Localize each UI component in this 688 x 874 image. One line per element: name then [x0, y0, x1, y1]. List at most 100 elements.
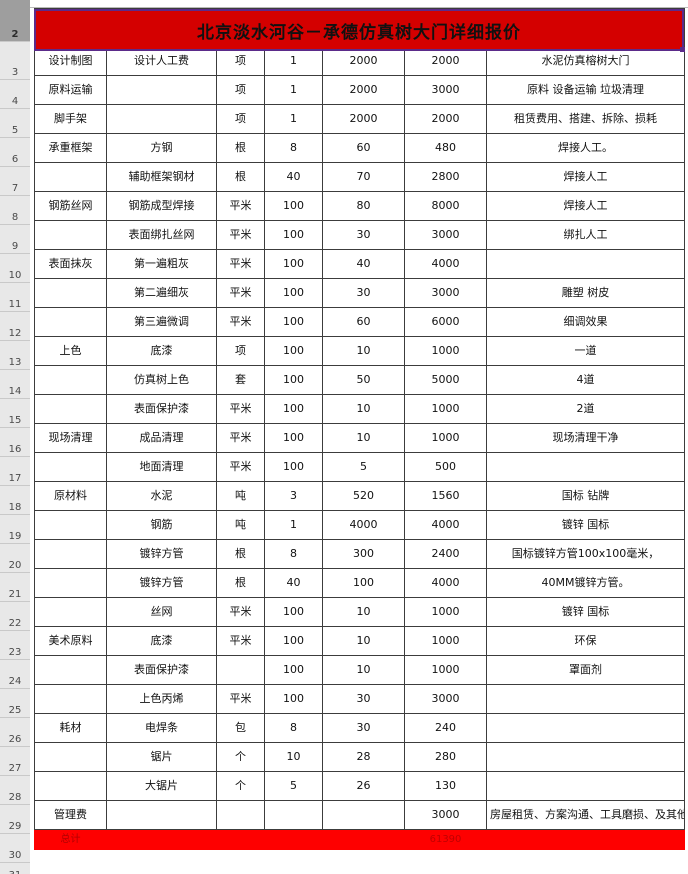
cell-unit[interactable]: 项: [216, 336, 265, 366]
table-row[interactable]: 原料运输 项 1 2000 3000 原料 设备运输 垃圾清理: [34, 75, 685, 105]
cell-total[interactable]: 1000: [404, 336, 487, 366]
table-row[interactable]: 钢筋丝网 钢筋成型焊接 平米 100 80 8000 焊接人工: [34, 191, 685, 221]
cell-name[interactable]: 第三遍微调: [106, 307, 217, 337]
cell-name[interactable]: 钢筋: [106, 510, 217, 540]
cell-remark[interactable]: [486, 452, 685, 482]
cell-total[interactable]: 2400: [404, 539, 487, 569]
row-header-31[interactable]: 31: [0, 863, 30, 874]
cell-remark[interactable]: 镀锌 国标: [486, 597, 685, 627]
cell-unit[interactable]: 平米: [216, 220, 265, 250]
cell-unit[interactable]: 根: [216, 162, 265, 192]
cell-qty[interactable]: 100: [264, 220, 323, 250]
cell-name[interactable]: 镀锌方管: [106, 539, 217, 569]
table-row[interactable]: 仿真树上色套 100 50 5000 4道: [34, 365, 685, 395]
cell-category[interactable]: [34, 510, 107, 540]
cell-name[interactable]: [106, 104, 217, 134]
cell-name[interactable]: 成品清理: [106, 423, 217, 453]
table-row[interactable]: 耗材 电焊条包 8 30 240: [34, 713, 685, 743]
cell-category[interactable]: 现场清理: [34, 423, 107, 453]
cell-category[interactable]: [34, 278, 107, 308]
cell-remark[interactable]: 环保: [486, 626, 685, 656]
cell-total[interactable]: 1000: [404, 626, 487, 656]
row-header-12[interactable]: 12: [0, 312, 30, 341]
cell-name[interactable]: 第二遍细灰: [106, 278, 217, 308]
row-header-22[interactable]: 22: [0, 602, 30, 631]
cell-qty[interactable]: 1: [264, 104, 323, 134]
cell-remark[interactable]: 细调效果: [486, 307, 685, 337]
row-header-8[interactable]: 8: [0, 196, 30, 225]
cell-name[interactable]: 丝网: [106, 597, 217, 627]
table-row[interactable]: 脚手架项 1 2000 2000 租赁费用、搭建、拆除、损耗: [34, 104, 685, 134]
table-row[interactable]: 承重框架 方钢根 8 60 480 焊接人工。: [34, 133, 685, 163]
cell-qty[interactable]: 100: [264, 336, 323, 366]
cell-price[interactable]: 300: [322, 539, 405, 569]
cell-unit[interactable]: 吨: [216, 481, 265, 511]
row-header-5[interactable]: 5: [0, 109, 30, 138]
cell-qty[interactable]: 100: [264, 365, 323, 395]
cell-unit[interactable]: 根: [216, 133, 265, 163]
table-row[interactable]: 丝网 平米 100 10 1000 镀锌 国标: [34, 597, 685, 627]
cell-qty[interactable]: [264, 800, 323, 830]
cell-category[interactable]: 原料运输: [34, 75, 107, 105]
table-row[interactable]: 地面清理 平米 100 5 500: [34, 452, 685, 482]
cell-price[interactable]: 50: [322, 365, 405, 395]
table-row[interactable]: 表面保护漆 平米 100 10 1000 2道: [34, 394, 685, 424]
cell-total[interactable]: 3000: [404, 220, 487, 250]
cell-name[interactable]: 底漆: [106, 336, 217, 366]
cell-unit[interactable]: 平米: [216, 626, 265, 656]
cell-category[interactable]: 上色: [34, 336, 107, 366]
cell-category[interactable]: [34, 597, 107, 627]
cell-qty[interactable]: 100: [264, 655, 323, 685]
row-header-23[interactable]: 23: [0, 631, 30, 660]
cell-qty[interactable]: 10: [264, 742, 323, 772]
cell-remark[interactable]: 国标 钻牌: [486, 481, 685, 511]
table-row[interactable]: 锯片个 10 28 280: [34, 742, 685, 772]
row-header-4[interactable]: 4: [0, 80, 30, 109]
cell-name[interactable]: 辅助框架钢材: [106, 162, 217, 192]
table-row[interactable]: 大锯片个 5 26 130: [34, 771, 685, 801]
cell-price[interactable]: 70: [322, 162, 405, 192]
cell-name[interactable]: [106, 75, 217, 105]
row-header-30[interactable]: 30: [0, 834, 30, 863]
cell-unit[interactable]: 吨: [216, 510, 265, 540]
cell-remark[interactable]: 水泥仿真榕树大门: [486, 46, 685, 76]
cell-total[interactable]: 280: [404, 742, 487, 772]
cell-total[interactable]: 2800: [404, 162, 487, 192]
cell-category[interactable]: [34, 539, 107, 569]
cell-remark[interactable]: [486, 249, 685, 279]
cell-unit[interactable]: 项: [216, 104, 265, 134]
cell-name[interactable]: 仿真树上色: [106, 365, 217, 395]
cell-name[interactable]: 设计人工费: [106, 46, 217, 76]
cell-total[interactable]: 1000: [404, 597, 487, 627]
cell-price[interactable]: 40: [322, 249, 405, 279]
row-header-20[interactable]: 20: [0, 544, 30, 573]
cell-price[interactable]: 520: [322, 481, 405, 511]
cell-name[interactable]: 镀锌方管: [106, 568, 217, 598]
cell-unit[interactable]: [216, 800, 265, 830]
cell-price[interactable]: 2000: [322, 104, 405, 134]
cell-name[interactable]: 锯片: [106, 742, 217, 772]
cell-remark[interactable]: 一道: [486, 336, 685, 366]
row-header-26[interactable]: 26: [0, 718, 30, 747]
cell-remark[interactable]: 焊接人工。: [486, 133, 685, 163]
cell-name[interactable]: 第一遍粗灰: [106, 249, 217, 279]
cell-price[interactable]: 100: [322, 568, 405, 598]
table-row[interactable]: 镀锌方管根 8 300 2400 国标镀锌方管100x100毫米，: [34, 539, 685, 569]
cell-total[interactable]: 130: [404, 771, 487, 801]
row-header-6[interactable]: 6: [0, 138, 30, 167]
table-row[interactable]: 设计制图 设计人工费项 1 2000 2000 水泥仿真榕树大门: [34, 46, 685, 76]
row-header-24[interactable]: 24: [0, 660, 30, 689]
cell-qty[interactable]: 100: [264, 307, 323, 337]
cell-unit[interactable]: 平米: [216, 307, 265, 337]
cell-price[interactable]: 60: [322, 133, 405, 163]
row-header-3[interactable]: 3: [0, 42, 30, 80]
cell-total[interactable]: 4000: [404, 510, 487, 540]
row-header-11[interactable]: 11: [0, 283, 30, 312]
cell-category[interactable]: [34, 307, 107, 337]
cell-category[interactable]: [34, 365, 107, 395]
cell-remark[interactable]: 雕塑 树皮: [486, 278, 685, 308]
table-row[interactable]: 表面绑扎丝网 平米 100 30 3000 绑扎人工: [34, 220, 685, 250]
cell-unit[interactable]: 平米: [216, 452, 265, 482]
cell-name[interactable]: 大锯片: [106, 771, 217, 801]
row-header-28[interactable]: 28: [0, 776, 30, 805]
